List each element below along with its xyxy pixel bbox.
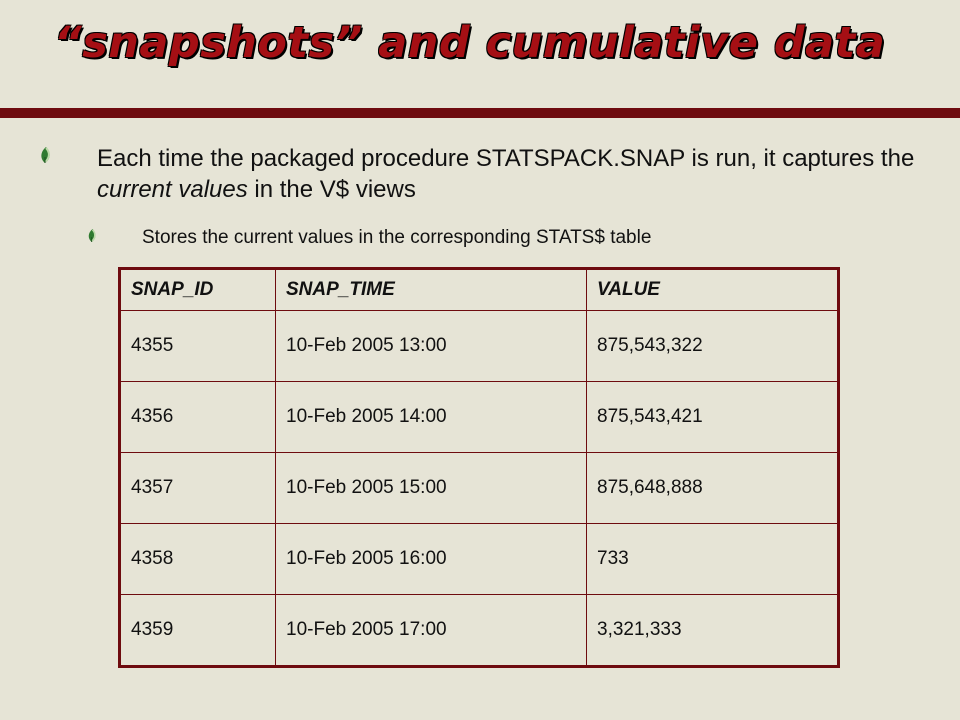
bullet-level2-text: Stores the current values in the corresp… (142, 227, 652, 248)
table-row: 4355 10-Feb 2005 13:00 875,543,322 (119, 310, 839, 382)
snapshots-table: SNAP_ID SNAP_TIME VALUE 4355 10-Feb 2005… (118, 267, 840, 668)
cell-value: 875,648,888 (586, 452, 839, 524)
table-row: 4356 10-Feb 2005 14:00 875,543,421 (119, 381, 839, 453)
cell-snap-time: 10-Feb 2005 16:00 (275, 523, 587, 595)
cell-snap-id: 4358 (119, 523, 276, 595)
cell-snap-time: 10-Feb 2005 13:00 (275, 310, 587, 382)
table-header-row: SNAP_ID SNAP_TIME VALUE (119, 268, 839, 311)
cell-snap-id: 4359 (119, 594, 276, 667)
leaf-bullet-icon (88, 229, 96, 242)
cell-snap-id: 4355 (119, 310, 276, 382)
cell-snap-id: 4357 (119, 452, 276, 524)
column-header-value: VALUE (586, 268, 839, 311)
bullet-level1-text: Each time the packaged procedure STATSPA… (97, 145, 915, 203)
column-header-snap-time: SNAP_TIME (275, 268, 587, 311)
cell-value: 875,543,322 (586, 310, 839, 382)
table-row: 4357 10-Feb 2005 15:00 875,648,888 (119, 452, 839, 524)
cell-snap-time: 10-Feb 2005 17:00 (275, 594, 587, 667)
cell-snap-time: 10-Feb 2005 15:00 (275, 452, 587, 524)
cell-snap-id: 4356 (119, 381, 276, 453)
table-row: 4358 10-Feb 2005 16:00 733 (119, 523, 839, 595)
table-row: 4359 10-Feb 2005 17:00 3,321,333 (119, 594, 839, 667)
column-header-snap-id: SNAP_ID (119, 268, 276, 311)
slide-title: “snapshots” and cumulative data (54, 18, 886, 68)
cell-value: 733 (586, 523, 839, 595)
emphasis-current-values: current values (97, 176, 248, 203)
cell-snap-time: 10-Feb 2005 14:00 (275, 381, 587, 453)
leaf-bullet-icon (41, 147, 50, 163)
title-divider (0, 108, 960, 118)
cell-value: 875,543,421 (586, 381, 839, 453)
cell-value: 3,321,333 (586, 594, 839, 667)
